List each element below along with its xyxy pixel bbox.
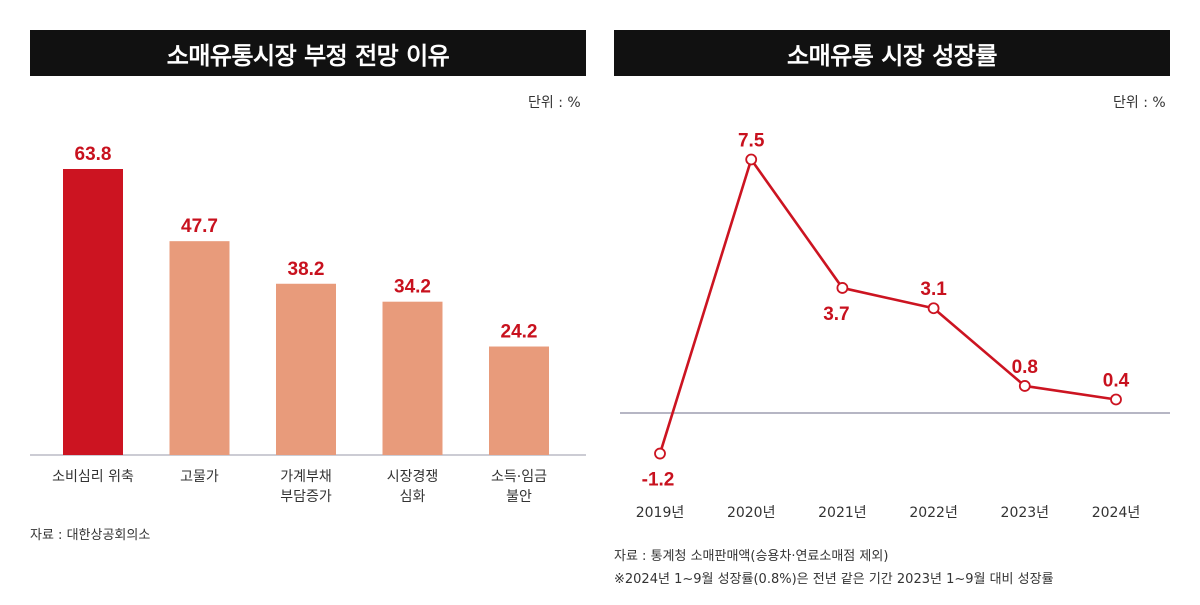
line-chart: -1.2 2019년 7.5 2020년 3.7 2021년 3.1 2022년 0.8 2023… [620, 131, 1170, 521]
data-point-6 [1110, 393, 1122, 406]
x-tick-label: 2022년 [909, 505, 958, 521]
data-point-1 [654, 447, 666, 460]
left-chart-title: 소매유통시장 부정 전망 이유 [30, 30, 586, 76]
left-source-text: 자료 : 대한상공회의소 [30, 528, 151, 543]
bar-4 [382, 301, 443, 455]
bar-value-label: 38.2 [288, 259, 325, 280]
data-point-2 [745, 153, 758, 166]
x-tick-label: 2023년 [1001, 505, 1050, 521]
point-value-label: -1.2 [642, 470, 675, 491]
bar-category-label: 소비심리 위축 [52, 469, 134, 485]
bar-value-label: 34.2 [394, 277, 431, 298]
x-tick-label: 2021년 [818, 505, 867, 521]
right-unit-label: 단위 : % [1113, 95, 1166, 111]
bar-category-label: 불안 [506, 489, 532, 505]
point-value-label: 0.4 [1103, 370, 1130, 391]
left-unit-label: 단위 : % [528, 95, 581, 111]
data-point-3 [836, 282, 849, 294]
bar-category-label: 가계부채 [280, 469, 332, 485]
x-tick-label: 2024년 [1092, 505, 1141, 521]
growth-rate-line [658, 158, 1117, 454]
point-value-label: 7.5 [738, 131, 765, 152]
right-source-text: 자료 : 통계청 소매판매액(승용차·연료소매점 제외) [614, 549, 889, 564]
data-point-5 [1018, 380, 1031, 392]
bar-value-label: 63.8 [75, 144, 112, 165]
bar-category-label: 소득·임금 [491, 469, 547, 485]
bar-category-label: 고물가 [180, 469, 219, 485]
point-value-label: 0.8 [1012, 357, 1038, 378]
right-footnote: ※2024년 1~9월 성장률(0.8%)은 전년 같은 기간 2023년 1~… [614, 572, 1054, 587]
bar-value-label: 47.7 [181, 216, 218, 237]
bar-2 [169, 241, 230, 455]
bar-value-label: 24.2 [501, 322, 538, 343]
point-value-label: 3.1 [920, 279, 947, 300]
data-point-4 [927, 302, 940, 315]
bar-5 [489, 346, 549, 455]
point-value-label: 3.7 [823, 304, 849, 325]
bar-category-label: 심화 [400, 489, 426, 505]
bar-category-label: 부담증가 [280, 489, 332, 505]
bar-category-label: 시장경쟁 [387, 469, 439, 485]
bar-1 [63, 169, 123, 455]
x-tick-label: 2020년 [727, 505, 776, 521]
bar-3 [276, 283, 336, 455]
right-chart-title: 소매유통 시장 성장률 [614, 30, 1170, 76]
x-tick-label: 2019년 [636, 505, 685, 521]
